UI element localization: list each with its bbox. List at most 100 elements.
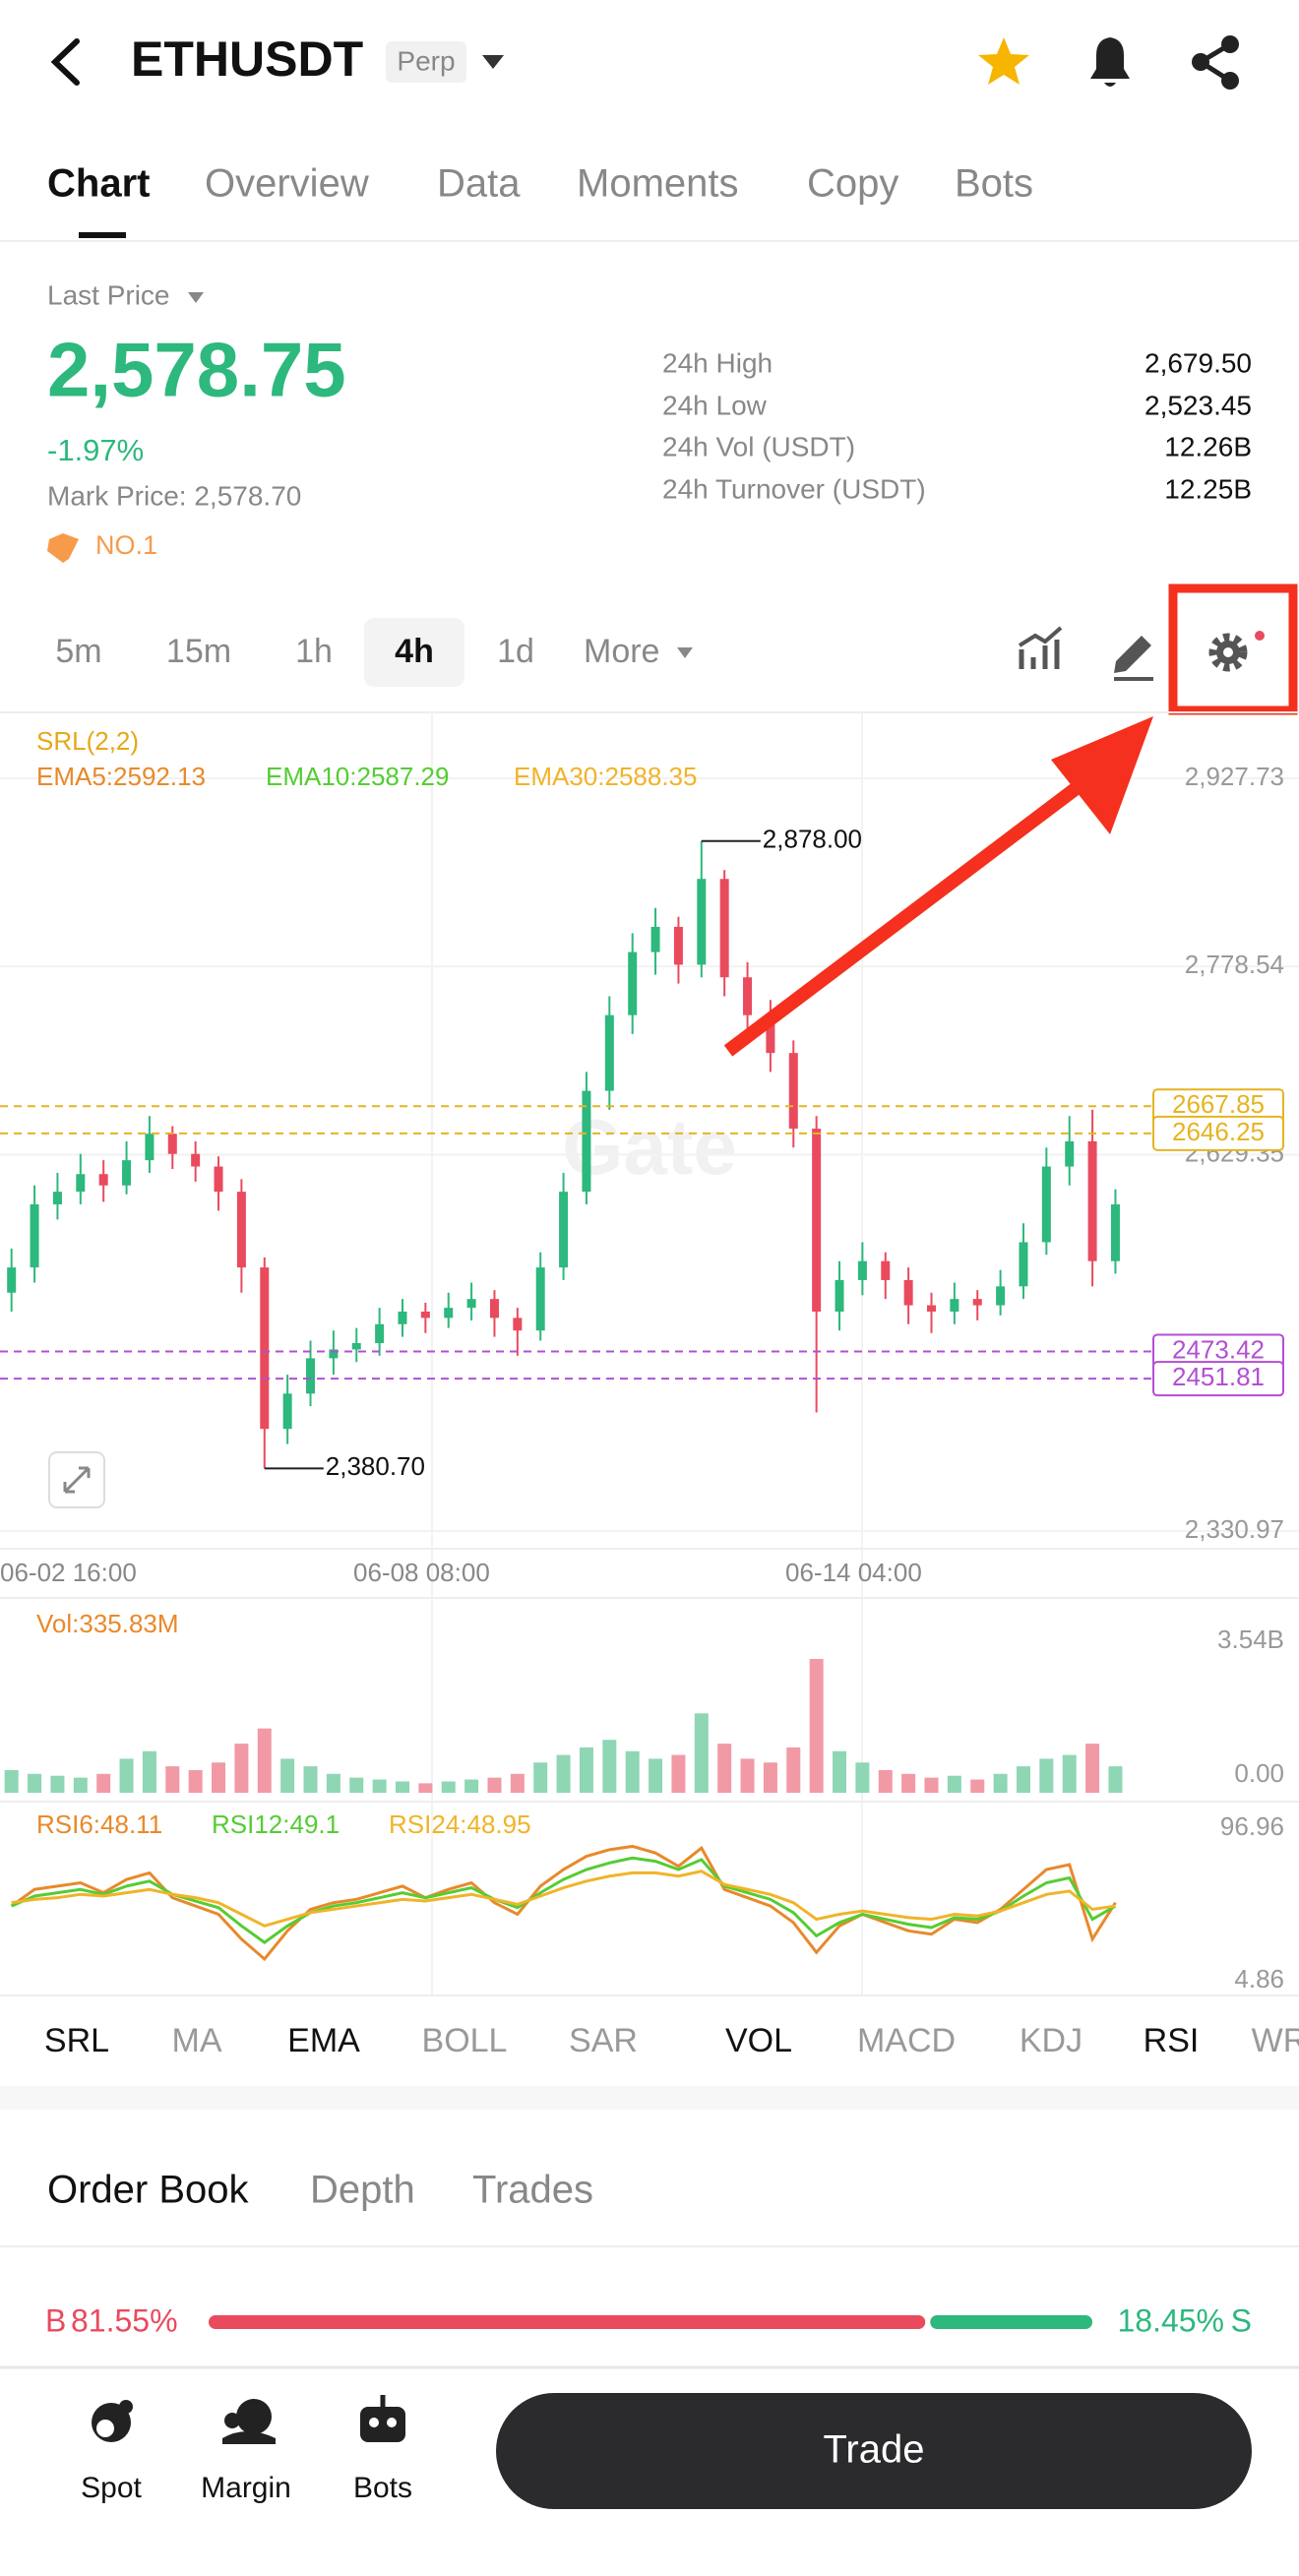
nav-label[interactable]: Margin (201, 2472, 291, 2504)
candle-body (903, 1279, 913, 1306)
interval[interactable]: 1h (295, 633, 333, 670)
volume-bar (257, 1728, 272, 1793)
tab[interactable]: Overview (205, 162, 369, 206)
sell-percent: 18.45% (1117, 2302, 1224, 2338)
annotation-arrow (723, 716, 1153, 1057)
share-icon[interactable] (1192, 35, 1239, 90)
volume-bar (809, 1659, 824, 1793)
volume-bar (901, 1773, 916, 1793)
buy-percent: 81.55% (71, 2302, 178, 2338)
nav-label[interactable]: Bots (353, 2472, 412, 2504)
interval[interactable]: 5m (55, 633, 101, 670)
nav-label[interactable]: Spot (81, 2472, 142, 2504)
volume-bar (649, 1758, 663, 1793)
sell-ratio-bar (930, 2315, 1092, 2329)
orderbook-tab[interactable]: Depth (310, 2169, 415, 2212)
stat-label: 24h Low (662, 390, 768, 420)
trade-button[interactable] (496, 2393, 1252, 2509)
candle-body (513, 1318, 523, 1331)
indicator-tab[interactable]: WR (1252, 2022, 1299, 2059)
tab[interactable]: Data (437, 162, 521, 206)
symbol: ETHUSDT (131, 31, 363, 87)
spot-icon[interactable] (92, 2400, 133, 2442)
volume-bar (602, 1740, 617, 1793)
volume-bar (441, 1781, 456, 1793)
indicator-tab[interactable]: SRL (44, 2022, 109, 2059)
stat-value: 2,523.45 (1144, 390, 1252, 420)
volume-bar (1039, 1758, 1054, 1793)
candle-body (927, 1305, 936, 1312)
indicator-legend: EMA30:2588.35 (514, 762, 697, 791)
volume-title: Vol:335.83M (36, 1609, 179, 1638)
settings-icon[interactable] (1208, 631, 1265, 672)
annotation-label: 2,878.00 (763, 825, 862, 854)
volume-bar (234, 1744, 249, 1793)
back-button[interactable] (50, 38, 80, 86)
buy-label: B (45, 2302, 66, 2338)
orderbook-tab[interactable]: Trades (472, 2169, 593, 2212)
orderbook-tab[interactable]: Order Book (47, 2169, 250, 2212)
margin-icon[interactable] (222, 2399, 276, 2444)
bots-icon[interactable] (360, 2395, 405, 2442)
candle-body (1041, 1166, 1051, 1243)
draw-icon[interactable] (1114, 636, 1153, 681)
alert-bell[interactable] (1090, 37, 1130, 87)
indicator-tab[interactable]: MACD (857, 2022, 956, 2059)
tab[interactable]: Copy (807, 162, 898, 206)
candle-body (535, 1267, 545, 1331)
candle-body (52, 1192, 62, 1204)
candle-body (743, 977, 753, 1015)
candle-body (673, 926, 683, 965)
interval-dropdown[interactable] (677, 647, 693, 658)
buy-ratio-bar (209, 2315, 926, 2329)
favorite-star[interactable] (978, 37, 1029, 85)
y-tick-label: 2,778.54 (1185, 950, 1284, 979)
interval[interactable]: 4h (395, 633, 434, 670)
volume-bar (556, 1754, 571, 1793)
indicator-tab[interactable]: BOLL (422, 2022, 508, 2059)
indicator-tab[interactable]: RSI (1144, 2022, 1200, 2059)
fullscreen-icon (63, 1466, 91, 1494)
volume-bar (970, 1779, 985, 1793)
chart-legend: SRL(2,2) (36, 726, 139, 756)
annotation-label: 2,380.70 (326, 1451, 425, 1481)
indicator-tab[interactable]: MA (172, 2022, 222, 2059)
volume-bar (280, 1758, 295, 1793)
volume-bar (142, 1750, 156, 1793)
indicator-tab[interactable]: EMA (287, 2022, 360, 2059)
tab[interactable]: Bots (955, 162, 1033, 206)
volume-bar (28, 1773, 42, 1793)
tab[interactable]: Chart (47, 162, 150, 206)
volume-bar (165, 1766, 180, 1793)
indicator-tab[interactable]: VOL (725, 2022, 792, 2059)
volume-bar (395, 1781, 409, 1793)
tab-underline (79, 232, 126, 238)
volume-bar (694, 1713, 709, 1793)
volume-bar (786, 1747, 801, 1793)
y-tick-label: 2,330.97 (1185, 1514, 1284, 1544)
interval[interactable]: More (584, 633, 659, 670)
candle-body (466, 1299, 476, 1309)
candle-body (972, 1299, 982, 1306)
candle-body (996, 1286, 1006, 1306)
interval[interactable]: 15m (166, 633, 231, 670)
candle-body (98, 1174, 108, 1186)
candle-body (1065, 1140, 1075, 1167)
interval[interactable]: 1d (497, 633, 534, 670)
volume-bar (579, 1747, 593, 1793)
indicator-icon[interactable] (1018, 626, 1063, 669)
volume-bar (4, 1769, 19, 1793)
y-tick-label: 2,927.73 (1185, 762, 1284, 791)
x-tick-label: 06-08 08:00 (353, 1558, 490, 1587)
indicator-tab[interactable]: KDJ (1020, 2022, 1082, 2059)
candle-body (1087, 1140, 1097, 1261)
tab[interactable]: Moments (577, 162, 739, 206)
indicator-tab[interactable]: SAR (569, 2022, 638, 2059)
volume-bar (1108, 1766, 1123, 1793)
candle-body (628, 951, 638, 1015)
sell-label: S (1231, 2302, 1252, 2338)
candle-body (351, 1343, 361, 1350)
price-dropdown[interactable] (188, 292, 204, 303)
symbol-dropdown[interactable] (482, 55, 504, 69)
rsi-line (11, 1856, 1117, 1944)
